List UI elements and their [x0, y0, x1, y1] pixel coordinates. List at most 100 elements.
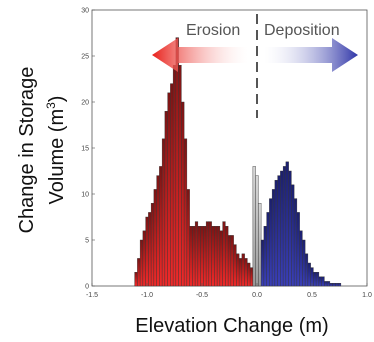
erosion-bar — [241, 253, 245, 287]
erosion-bar — [244, 258, 248, 287]
y-axis-title-line1: Change in Storage — [16, 67, 38, 234]
deposition-bar — [329, 283, 333, 287]
deposition-bar — [263, 225, 267, 287]
erosion-label: Erosion — [186, 22, 240, 39]
erosion-bar — [233, 244, 237, 287]
erosion-arrow-shape — [152, 38, 248, 72]
y-tick-label: 30 — [81, 8, 89, 15]
deposition-bar — [291, 184, 295, 287]
erosion-bar — [205, 221, 210, 287]
erosion-bar — [150, 202, 155, 287]
erosion-bar — [222, 221, 226, 287]
x-tick-label: -1.5 — [86, 292, 98, 299]
erosion-bar — [161, 138, 166, 287]
erosion-bar — [236, 253, 240, 287]
erosion-bar — [181, 101, 185, 287]
deposition-bar — [332, 283, 336, 287]
deposition-bar — [318, 276, 322, 287]
erosion-bar — [194, 221, 199, 287]
erosion-bar — [247, 262, 251, 287]
erosion-bar — [178, 64, 182, 287]
y-tick-label: 0 — [85, 284, 89, 291]
deposition-bar — [274, 179, 278, 287]
erosion-bar — [225, 225, 229, 287]
erosion-bar — [137, 258, 141, 287]
y-tick-label: 10 — [81, 192, 89, 199]
deposition-bar — [260, 239, 265, 287]
deposition-bar — [304, 253, 309, 287]
erosion-bar — [249, 267, 254, 287]
erosion-bar — [230, 235, 234, 287]
x-axis-title: Elevation Change (m) — [135, 315, 328, 337]
erosion-bar — [167, 92, 171, 287]
deposition-label: Deposition — [264, 22, 340, 39]
erosion-bar — [192, 225, 196, 287]
deposition-arrow-shape — [264, 38, 358, 72]
x-tick-label: 0.5 — [307, 292, 317, 299]
erosion-bar — [197, 225, 201, 287]
erosion-bar — [203, 225, 207, 287]
y-axis-ticks: 0 5 10 15 20 25 30 — [81, 8, 95, 291]
deposition-arrow — [264, 38, 358, 72]
erosion-bar — [219, 230, 223, 287]
deposition-bar — [321, 276, 325, 287]
x-tick-label: 1.0 — [362, 292, 372, 299]
deposition-bar — [315, 272, 320, 287]
deposition-bar — [269, 198, 273, 287]
erosion-bar — [211, 225, 215, 287]
deposition-bar — [337, 283, 342, 287]
deposition-bar — [296, 212, 300, 287]
y-tick-label: 15 — [81, 146, 89, 153]
deposition-bar — [280, 170, 284, 287]
erosion-bar — [156, 175, 160, 287]
y-tick-label: 25 — [81, 54, 89, 61]
erosion-bar — [172, 64, 177, 287]
x-tick-label: 0.0 — [252, 292, 262, 299]
erosion-bar — [134, 272, 138, 287]
x-tick-label: -1.0 — [141, 292, 153, 299]
deposition-bar — [266, 212, 270, 287]
deposition-bar — [326, 281, 331, 287]
erosion-bar — [189, 225, 193, 287]
erosion-bar — [214, 225, 218, 287]
erosion-bar — [142, 230, 146, 287]
erosion-bar — [170, 83, 174, 287]
erosion-bar — [145, 216, 149, 287]
no-change-bar — [252, 166, 256, 287]
erosion-bar — [208, 221, 212, 287]
no-change-bar — [255, 175, 259, 287]
deposition-bar — [288, 170, 292, 287]
deposition-bar — [335, 283, 339, 287]
erosion-bar — [216, 225, 221, 287]
erosion-bar — [159, 166, 163, 287]
erosion-arrow — [152, 38, 248, 72]
erosion-bar — [175, 37, 179, 287]
no-change-bar — [258, 202, 262, 287]
erosion-bar — [186, 189, 190, 287]
x-tick-label: -0.5 — [196, 292, 208, 299]
y-axis-title-volume: Volume (m — [46, 109, 68, 205]
y-tick-label: 5 — [85, 238, 89, 245]
y-axis-title-line2: Volume (m3) — [44, 96, 68, 205]
y-tick-label: 20 — [81, 100, 89, 107]
x-axis-ticks: -1.5 -1.0 -0.5 0.0 0.5 1.0 — [86, 283, 372, 299]
deposition-bar — [324, 281, 328, 287]
erosion-bar — [183, 138, 188, 287]
deposition-bar — [271, 189, 276, 287]
y-axis-title-superscript: 3 — [44, 102, 58, 109]
histogram-bars — [134, 37, 342, 287]
deposition-bar — [293, 198, 298, 287]
deposition-bar — [277, 175, 281, 287]
deposition-bar — [282, 166, 287, 287]
deposition-bar — [307, 262, 311, 287]
deposition-bar — [302, 239, 306, 287]
erosion-bar — [139, 239, 144, 287]
erosion-bar — [238, 258, 243, 287]
deposition-bar — [285, 161, 289, 287]
erosion-bar — [227, 235, 232, 287]
erosion-bar — [148, 212, 152, 287]
y-axis-title-close: ) — [46, 96, 68, 103]
deposition-bar — [313, 272, 317, 287]
deposition-bar — [299, 230, 303, 287]
